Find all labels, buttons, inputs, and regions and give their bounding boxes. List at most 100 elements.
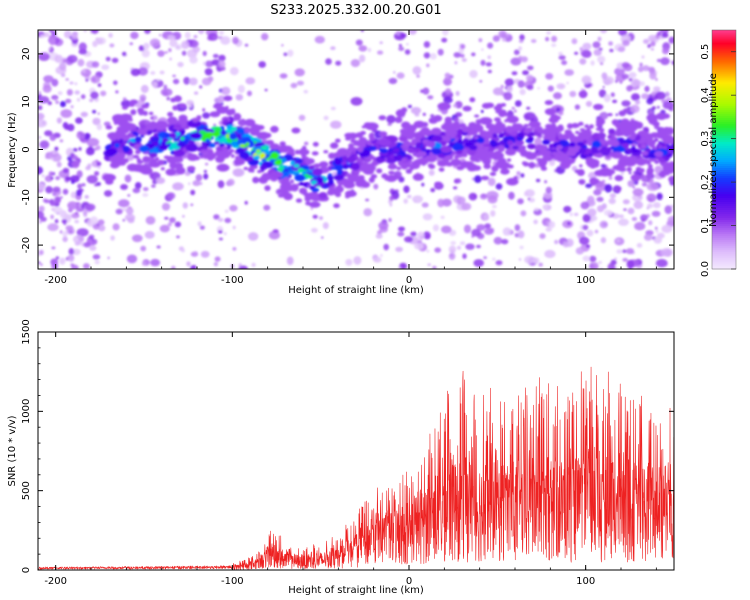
heatmap-cell [297, 168, 304, 173]
heatmap-cell [480, 109, 484, 114]
heatmap-cell [580, 201, 590, 210]
heatmap-cell [597, 55, 606, 64]
heatmap-cell [655, 130, 669, 139]
heatmap-cell [544, 145, 548, 149]
heatmap-cell [616, 186, 622, 192]
heatmap-cell [224, 153, 230, 158]
heatmap-cell [621, 100, 631, 107]
heatmap-cell [358, 54, 366, 63]
heatmap-cell [173, 123, 182, 129]
colorbar-strip [712, 115, 736, 119]
heatmap-cell [266, 140, 274, 145]
heatmap-cell [545, 36, 550, 42]
heatmap-cell [420, 89, 424, 93]
heatmap-cell [205, 138, 211, 143]
heatmap-cell [311, 151, 319, 156]
heatmap-cell [194, 156, 200, 161]
heatmap-cell [199, 149, 208, 154]
heatmap-cell [500, 168, 510, 175]
heatmap-cell [93, 225, 100, 230]
heatmap-cell [456, 245, 462, 250]
heatmap-cell [426, 249, 430, 253]
colorbar-strip [712, 123, 736, 127]
heatmap-cell [187, 165, 196, 172]
heatmap-cell [378, 115, 387, 121]
heatmap-cell [514, 139, 525, 146]
colorbar-strip [712, 91, 736, 95]
colorbar-strip [712, 215, 736, 218]
heatmap-cell [172, 78, 180, 85]
heatmap-cell [127, 217, 135, 224]
heatmap-cell [128, 118, 133, 122]
heatmap-cell [608, 198, 616, 205]
heatmap-cell [151, 136, 160, 143]
heatmap-cell [504, 132, 510, 137]
heatmap-cell [83, 30, 87, 33]
heatmap-cell [172, 182, 184, 191]
heatmap-cell [539, 162, 546, 169]
heatmap-cell [120, 184, 128, 190]
heatmap-cell [94, 171, 100, 176]
heatmap-cell [55, 176, 60, 181]
heatmap-cell [302, 165, 310, 170]
heatmap-cell [525, 151, 533, 159]
heatmap-cell [479, 154, 487, 159]
heatmap-cell [290, 179, 294, 184]
heatmap-cell [80, 68, 92, 77]
heatmap-cell [600, 164, 606, 168]
heatmap-cell [121, 51, 127, 57]
heatmap-cell [586, 229, 594, 237]
snr-y-tick-label: 500 [21, 481, 32, 500]
heatmap-cell [39, 140, 50, 149]
heatmap-cell [395, 246, 403, 252]
heatmap-cell [65, 78, 69, 81]
heatmap-cell [589, 215, 598, 221]
heatmap-cell [85, 165, 91, 171]
heatmap-cell [76, 131, 86, 140]
heatmap-cell [61, 219, 68, 224]
heatmap-cell [662, 101, 674, 110]
heatmap-cell [127, 194, 131, 197]
heatmap-cell [408, 30, 417, 35]
heatmap-cell [404, 49, 411, 55]
heatmap-cell [646, 182, 659, 191]
heatmap-cell [40, 34, 45, 39]
heatmap-cell [561, 166, 567, 170]
heatmap-cell [77, 183, 82, 190]
heatmap-cell [156, 78, 160, 82]
heatmap-cell [111, 156, 125, 164]
heatmap-cell [485, 62, 492, 67]
heatmap-cell [581, 50, 592, 58]
heatmap-cell [574, 104, 581, 110]
heatmap-cell [582, 139, 588, 144]
heatmap-cell [655, 236, 661, 242]
heatmap-cell [116, 114, 126, 123]
heatmap-cell [595, 127, 601, 131]
colorbar-strip [712, 137, 736, 141]
heatmap-cell [513, 109, 517, 113]
heatmap-cell [50, 177, 54, 180]
heatmap-cell [444, 77, 448, 81]
heatmap-cell [523, 123, 530, 128]
heatmap-cell [546, 31, 551, 35]
heatmap-cell [452, 143, 465, 152]
heatmap-cell [654, 226, 658, 230]
heatmap-cell [527, 143, 536, 150]
heatmap-cell [487, 177, 496, 187]
heatmap-cell [223, 95, 233, 102]
heatmap-cell [544, 249, 556, 259]
heatmap-cell [82, 210, 88, 216]
heatmap-cell [67, 201, 78, 210]
heatmap-cell [523, 112, 536, 121]
colorbar-strip [712, 75, 736, 79]
colorbar-strip [712, 63, 736, 67]
heatmap-cell [38, 105, 43, 110]
heatmap-cell [76, 97, 81, 102]
heatmap-cell [198, 145, 208, 151]
colorbar-strip [712, 187, 736, 190]
heatmap-cell [137, 67, 148, 76]
heatmap-cell [170, 97, 177, 103]
heatmap-cell [491, 165, 499, 172]
heatmap-cell [201, 142, 207, 146]
heatmap-cell [487, 55, 492, 60]
